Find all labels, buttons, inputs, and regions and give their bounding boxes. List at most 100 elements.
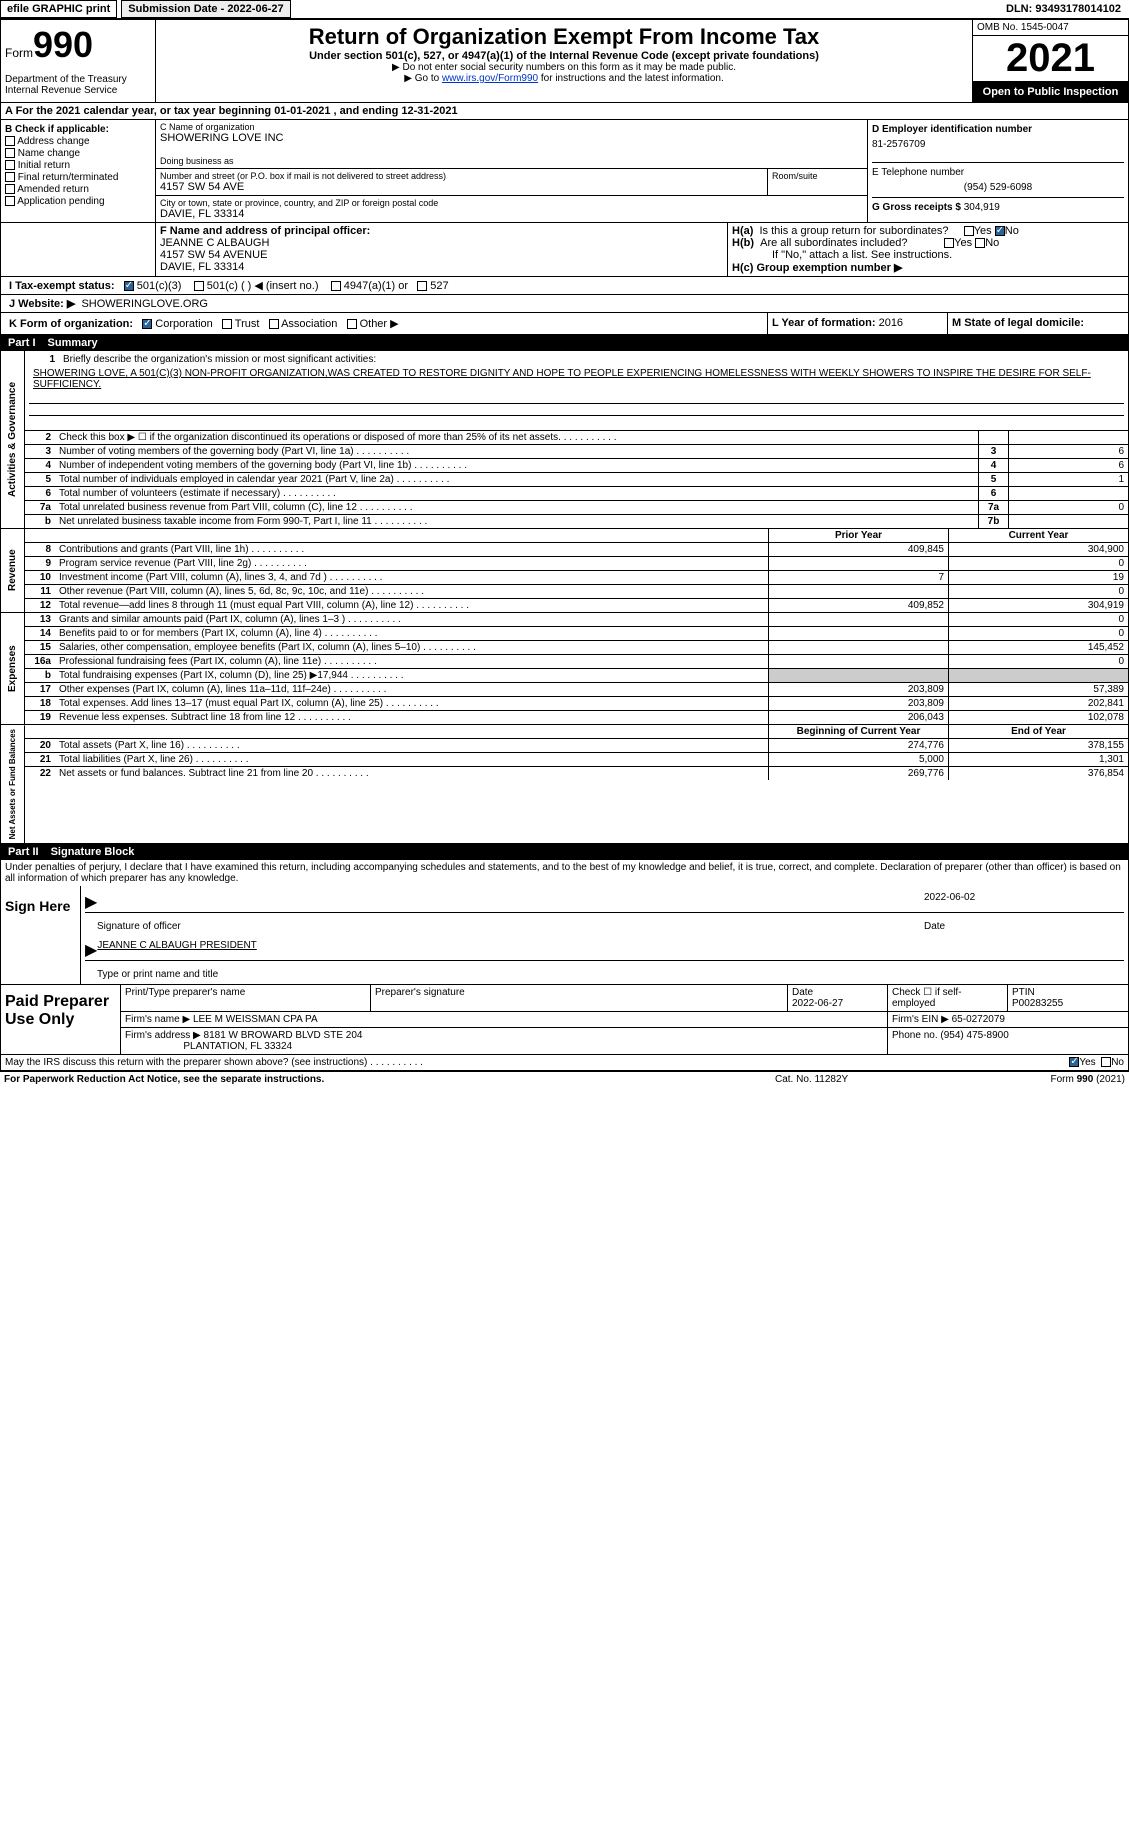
form-title: Return of Organization Exempt From Incom… (160, 24, 968, 50)
part-1-header: Part ISummary (0, 335, 1129, 351)
summary-row: 19Revenue less expenses. Subtract line 1… (25, 711, 1128, 724)
city-label: City or town, state or province, country… (160, 198, 863, 208)
paperwork-notice: For Paperwork Reduction Act Notice, see … (4, 1074, 775, 1085)
dln-number: DLN: 93493178014102 (1006, 3, 1129, 15)
form-page: Form 990 (2021) (975, 1074, 1125, 1085)
top-bar: efile GRAPHIC print Submission Date - 20… (0, 0, 1129, 19)
officer-addr2: DAVIE, FL 33314 (160, 261, 723, 273)
ha-row: H(a) Is this a group return for subordin… (732, 225, 1124, 237)
begin-year-header: Beginning of Current Year (768, 725, 948, 738)
ein-value: 81-2576709 (872, 139, 1124, 150)
summary-row: 8Contributions and grants (Part VIII, li… (25, 543, 1128, 557)
officer-label: F Name and address of principal officer: (160, 225, 723, 237)
addr-label: Number and street (or P.O. box if mail i… (160, 171, 763, 181)
summary-row: bNet unrelated business taxable income f… (25, 515, 1128, 528)
hb-row: H(b) Are all subordinates included? Yes … (732, 237, 1124, 249)
form-header: Form990 Department of the Treasury Inter… (0, 19, 1129, 103)
subtitle-1: Under section 501(c), 527, or 4947(a)(1)… (160, 50, 968, 62)
dba-label: Doing business as (160, 156, 863, 166)
org-name-label: C Name of organization (160, 122, 863, 132)
summary-row: 20Total assets (Part X, line 16)274,7763… (25, 739, 1128, 753)
irs-link[interactable]: www.irs.gov/Form990 (442, 73, 538, 84)
subtitle-2: ▶ Do not enter social security numbers o… (160, 62, 968, 73)
tax-year: 2021 (973, 36, 1128, 82)
sig-officer-label: Signature of officer (85, 921, 924, 932)
firm-addr: 8181 W BROWARD BLVD STE 204 (204, 1030, 363, 1041)
summary-row: 9Program service revenue (Part VIII, lin… (25, 557, 1128, 571)
sign-here: Sign Here ▶2022-06-02 Signature of offic… (0, 886, 1129, 985)
summary-row: 5Total number of individuals employed in… (25, 473, 1128, 487)
part-2-header: Part IISignature Block (0, 844, 1129, 860)
ptin-value: P00283255 (1012, 998, 1063, 1009)
check-address[interactable]: Address change (5, 136, 151, 147)
hc-row: H(c) Group exemption number ▶ (732, 261, 1124, 274)
officer-row: F Name and address of principal officer:… (0, 223, 1129, 277)
summary-row: 16aProfessional fundraising fees (Part I… (25, 655, 1128, 669)
firm-name: LEE M WEISSMAN CPA PA (193, 1014, 318, 1025)
org-city: DAVIE, FL 33314 (160, 208, 863, 220)
mission-text: SHOWERING LOVE, A 501(C)(3) NON-PROFIT O… (29, 366, 1124, 392)
officer-sig-name: JEANNE C ALBAUGH PRESIDENT (97, 940, 256, 960)
expenses-section: Expenses 13Grants and similar amounts pa… (0, 613, 1129, 725)
paid-preparer: Paid Preparer Use Only Print/Type prepar… (0, 985, 1129, 1055)
name-title-label: Type or print name and title (85, 969, 1124, 980)
check-final[interactable]: Final return/terminated (5, 172, 151, 183)
irs-discuss-row: May the IRS discuss this return with the… (0, 1055, 1129, 1071)
net-assets-section: Net Assets or Fund Balances Beginning of… (0, 725, 1129, 844)
summary-row: 21Total liabilities (Part X, line 26)5,0… (25, 753, 1128, 767)
org-address: 4157 SW 54 AVE (160, 181, 763, 193)
website-row: J Website: ▶ SHOWERINGLOVE.ORG (0, 295, 1129, 313)
summary-row: 3Number of voting members of the governi… (25, 445, 1128, 459)
ein-label: D Employer identification number (872, 124, 1124, 135)
summary-row: 11Other revenue (Part VIII, column (A), … (25, 585, 1128, 599)
revenue-label: Revenue (1, 529, 25, 612)
check-pending[interactable]: Application pending (5, 196, 151, 207)
footer: For Paperwork Reduction Act Notice, see … (0, 1071, 1129, 1087)
form-number: Form990 (5, 24, 151, 66)
omb-number: OMB No. 1545-0047 (973, 20, 1128, 36)
summary-row: 7aTotal unrelated business revenue from … (25, 501, 1128, 515)
tax-status-row: I Tax-exempt status: 501(c)(3) 501(c) ( … (0, 277, 1129, 295)
firm-ein: 65-0272079 (952, 1014, 1005, 1025)
org-name: SHOWERING LOVE INC (160, 132, 863, 144)
self-employed-check[interactable]: Check ☐ if self-employed (888, 985, 1008, 1011)
cat-number: Cat. No. 11282Y (775, 1074, 975, 1085)
summary-row: 2Check this box ▶ ☐ if the organization … (25, 431, 1128, 445)
summary-row: 4Number of independent voting members of… (25, 459, 1128, 473)
mission-label: Briefly describe the organization's miss… (59, 353, 1124, 366)
end-year-header: End of Year (948, 725, 1128, 738)
form-org-row: K Form of organization: Corporation Trus… (0, 313, 1129, 335)
summary-row: 13Grants and similar amounts paid (Part … (25, 613, 1128, 627)
officer-addr1: 4157 SW 54 AVENUE (160, 249, 723, 261)
check-initial[interactable]: Initial return (5, 160, 151, 171)
submission-date: Submission Date - 2022-06-27 (121, 0, 290, 18)
prep-name-label: Print/Type preparer's name (121, 985, 371, 1011)
firm-phone: (954) 475-8900 (940, 1030, 1008, 1041)
officer-name: JEANNE C ALBAUGH (160, 237, 723, 249)
summary-row: 15Salaries, other compensation, employee… (25, 641, 1128, 655)
check-name[interactable]: Name change (5, 148, 151, 159)
summary-row: 18Total expenses. Add lines 13–17 (must … (25, 697, 1128, 711)
phone-label: E Telephone number (872, 162, 1124, 178)
prior-year-header: Prior Year (768, 529, 948, 542)
hb-note: If "No," attach a list. See instructions… (732, 249, 1124, 261)
summary-row: bTotal fundraising expenses (Part IX, co… (25, 669, 1128, 683)
summary-row: 22Net assets or fund balances. Subtract … (25, 767, 1128, 780)
check-amended[interactable]: Amended return (5, 184, 151, 195)
revenue-section: Revenue Prior Year Current Year 8Contrib… (0, 529, 1129, 613)
website-value: SHOWERINGLOVE.ORG (81, 298, 208, 310)
summary-row: 12Total revenue—add lines 8 through 11 (… (25, 599, 1128, 612)
net-assets-label: Net Assets or Fund Balances (1, 725, 25, 843)
governance-section: Activities & Governance 1Briefly describ… (0, 351, 1129, 529)
department: Department of the Treasury Internal Reve… (5, 74, 151, 96)
summary-row: 17Other expenses (Part IX, column (A), l… (25, 683, 1128, 697)
efile-button[interactable]: efile GRAPHIC print (0, 0, 117, 18)
phone-value: (954) 529-6098 (872, 182, 1124, 193)
summary-row: 14Benefits paid to or for members (Part … (25, 627, 1128, 641)
governance-label: Activities & Governance (1, 351, 25, 528)
subtitle-3: ▶ Go to www.irs.gov/Form990 for instruct… (160, 73, 968, 84)
room-label: Room/suite (772, 171, 863, 181)
section-b-to-g: B Check if applicable: Address change Na… (0, 120, 1129, 223)
penalties-text: Under penalties of perjury, I declare th… (0, 860, 1129, 886)
summary-row: 6Total number of volunteers (estimate if… (25, 487, 1128, 501)
